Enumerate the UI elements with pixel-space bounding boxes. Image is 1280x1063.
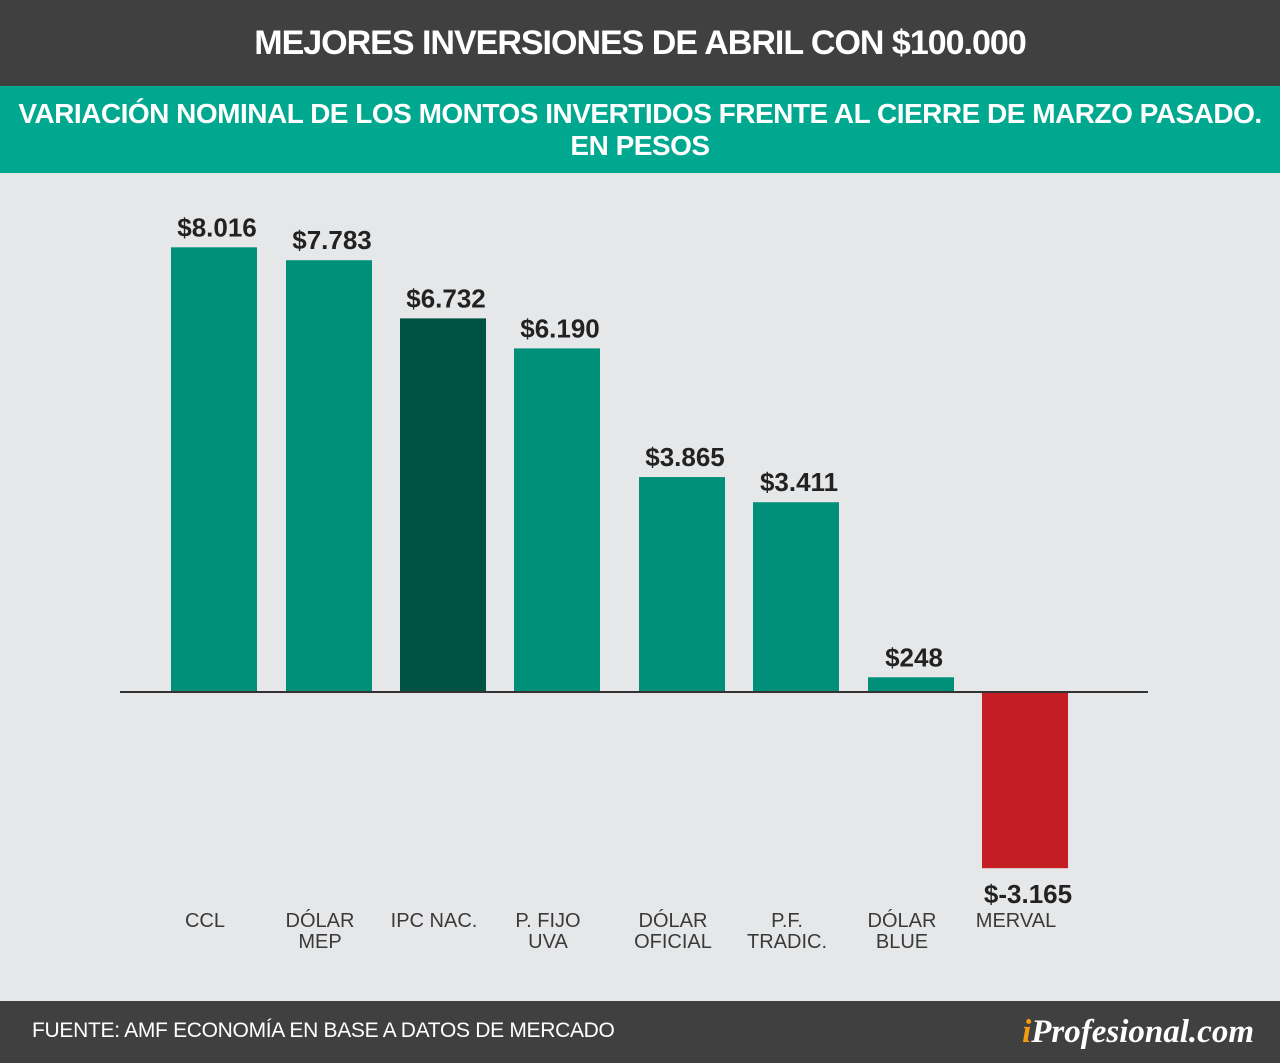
brand-logo-text: Profesional.com bbox=[1031, 1014, 1254, 1050]
value-label-0: $8.016 bbox=[177, 212, 257, 242]
footer: FUENTE: AMF ECONOMÍA EN BASE A DATOS DE … bbox=[0, 1001, 1280, 1063]
chart-subtitle: VARIACIÓN NOMINAL DE LOS MONTOS INVERTID… bbox=[0, 86, 1280, 173]
bar-6 bbox=[868, 677, 954, 691]
subtitle-line-2: EN PESOS bbox=[570, 129, 710, 161]
bar-2 bbox=[400, 318, 486, 691]
value-label-7: $-3.165 bbox=[984, 879, 1072, 909]
category-label-7: MERVAL bbox=[976, 910, 1056, 932]
subtitle-line-1: VARIACIÓN NOMINAL DE LOS MONTOS INVERTID… bbox=[18, 97, 1262, 129]
category-label-4: DÓLAR OFICIAL bbox=[634, 909, 712, 953]
bar-0 bbox=[171, 247, 257, 691]
source-note: FUENTE: AMF ECONOMÍA EN BASE A DATOS DE … bbox=[32, 1019, 615, 1042]
value-label-6: $248 bbox=[885, 642, 943, 672]
value-label-4: $3.865 bbox=[645, 442, 725, 472]
chart-area: $8.016 CCL $7.783 DÓLAR MEP $6.732 IPC NAC. $6.… bbox=[0, 173, 1280, 1001]
category-label-3: P. FIJO UVA bbox=[515, 910, 580, 953]
bar-4 bbox=[639, 477, 725, 691]
category-label-1: DÓLAR MEP bbox=[286, 909, 355, 953]
category-label-2: IPC NAC. bbox=[391, 910, 478, 932]
brand-logo: iProfesional.com bbox=[1022, 1001, 1254, 1063]
category-label-6: DÓLAR BLUE bbox=[868, 909, 937, 953]
chart-title: MEJORES INVERSIONES DE ABRIL CON $100.00… bbox=[0, 0, 1280, 86]
value-label-2: $6.732 bbox=[406, 283, 486, 313]
bar-3 bbox=[514, 348, 600, 691]
bar-7 bbox=[982, 693, 1068, 869]
value-label-1: $7.783 bbox=[292, 225, 372, 255]
bar-chart: $8.016 CCL $7.783 DÓLAR MEP $6.732 IPC NAC. $6.… bbox=[120, 212, 1148, 953]
brand-logo-i: i bbox=[1022, 1014, 1032, 1050]
value-label-5: $3.411 bbox=[760, 467, 838, 497]
value-label-3: $6.190 bbox=[520, 313, 600, 343]
bar-5 bbox=[753, 502, 839, 691]
bar-1 bbox=[286, 260, 372, 691]
category-label-0: CCL bbox=[185, 910, 225, 932]
category-label-5: P.F. TRADIC. bbox=[747, 910, 827, 953]
